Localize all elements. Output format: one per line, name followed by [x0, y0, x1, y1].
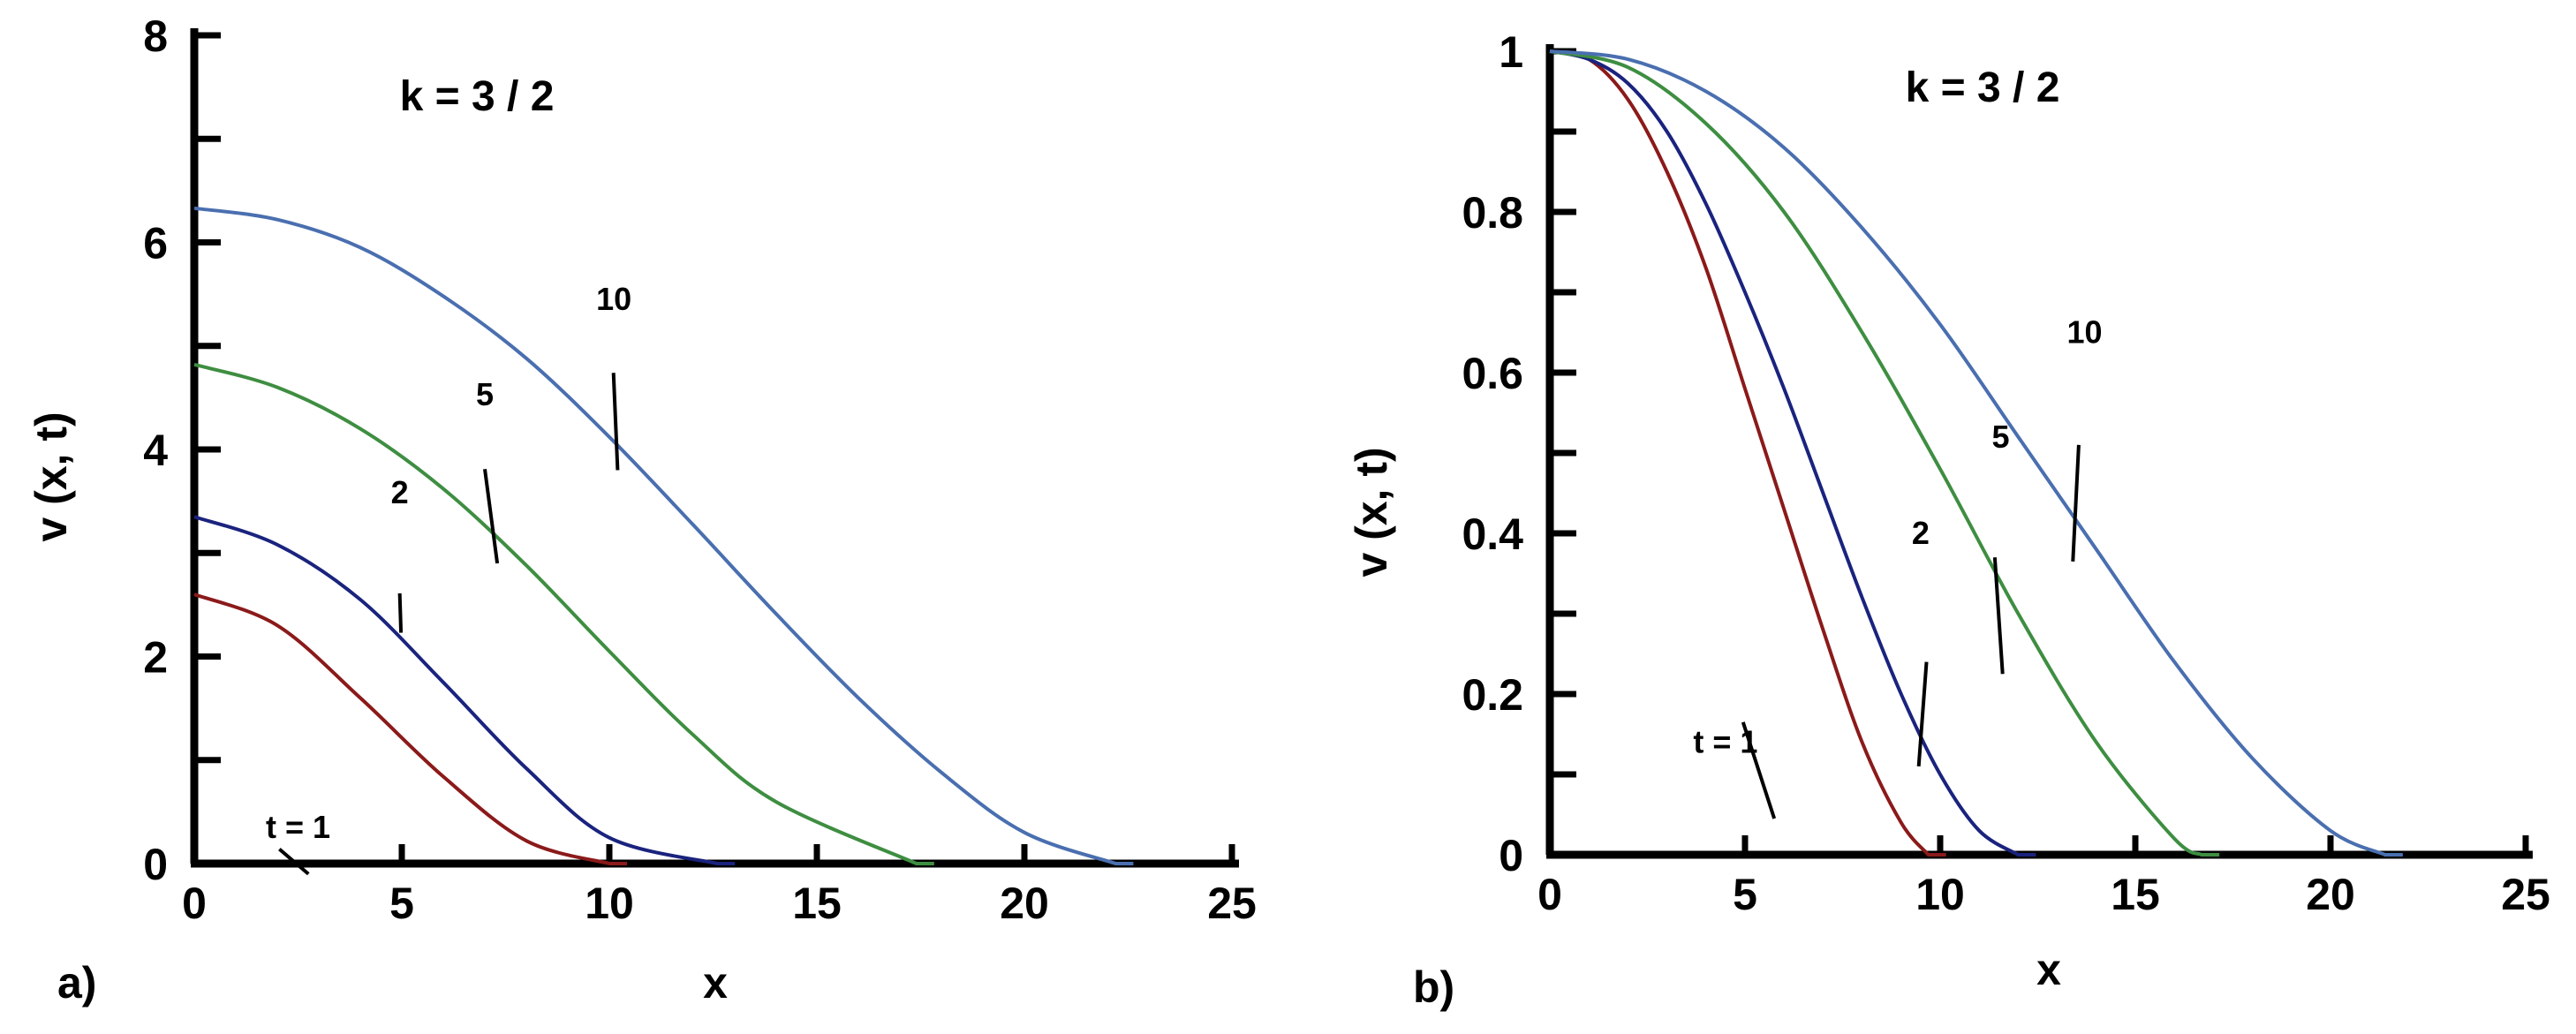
panel-a-series-line [193, 362, 934, 865]
panel-b-y-tick-label: 0.6 [1462, 349, 1523, 398]
panel-a-chart: k = 3 / 2 x v (x, t) a) 0 5 10 15 20 2502468t… [26, 11, 1257, 1008]
panel-b-x-tick-label: 20 [2306, 870, 2355, 919]
panel-a-series-line [193, 206, 1134, 865]
panel-a-label: a) [57, 958, 96, 1008]
panel-b-y-axis-title: v (x, t) [1347, 447, 1396, 577]
panel-b-label-leader [1992, 557, 2005, 675]
panel-b-curve-label: t = 1 [1693, 724, 1757, 760]
panel-b-y-tick-label: 0.2 [1462, 670, 1523, 720]
panel-a-x-tick-label: 5 [389, 879, 414, 928]
panel-a-curve-label: 5 [476, 376, 494, 412]
panel-b-annotation: k = 3 / 2 [1906, 64, 2060, 111]
panel-b-y-tick-label: 1 [1499, 27, 1523, 77]
panel-a-x-tick-label: 25 [1207, 879, 1257, 928]
panel-a-y-tick-label: 2 [143, 633, 168, 683]
panel-b-y-tick-label: 0 [1499, 831, 1523, 880]
panel-b-x-tick-label: 0 [1537, 870, 1562, 919]
panel-a-y-tick-label: 4 [143, 426, 168, 475]
panel-b-x-tick-label: 5 [1733, 870, 1757, 919]
panel-a-label-leader [397, 592, 404, 633]
panel-a-series-line [193, 515, 736, 865]
panel-b-x-tick-label: 15 [2111, 870, 2160, 919]
panel-b-curve-label: 5 [1991, 419, 2009, 455]
panel-b-x-tick-label: 25 [2501, 870, 2550, 919]
panel-a-x-tick-label: 10 [585, 879, 634, 928]
panel-b-x-axis-title: x [2036, 945, 2061, 994]
panel-a-label-leader [278, 848, 310, 876]
panel-b-series-line [1549, 49, 2403, 857]
panel-a-curve-label: 2 [391, 474, 409, 510]
panel-a-y-tick-label: 8 [143, 11, 168, 61]
panel-b-label-leader [2071, 444, 2081, 562]
panel-b-series-line [1549, 49, 1946, 857]
panel-a-curve-label: t = 1 [266, 809, 330, 845]
panel-b-y-tick-label: 0.4 [1462, 509, 1523, 559]
panel-a-x-axis-title: x [703, 958, 728, 1008]
panel-b-curve-label: 2 [1912, 515, 1930, 551]
panel-b-label: b) [1413, 962, 1454, 1012]
panel-a-annotation: k = 3 / 2 [400, 73, 555, 120]
panel-a-x-tick-label: 15 [792, 879, 842, 928]
panel-b-x-tick-label: 10 [1915, 870, 1965, 919]
panel-a-y-tick-label: 6 [143, 219, 168, 268]
panel-b-label-leader [1741, 721, 1777, 819]
panel-b-series-line [1549, 49, 2036, 857]
panel-b-series-line [1549, 49, 2220, 857]
panel-b-label-leader [1916, 661, 1929, 767]
panel-a-y-axis-title: v (x, t) [26, 411, 76, 541]
panel-a-x-tick-label: 0 [182, 879, 207, 928]
panel-b-y-tick-label: 0.8 [1462, 188, 1523, 238]
panel-a-series-line [193, 592, 627, 865]
panel-a-y-tick-label: 0 [143, 840, 168, 889]
panel-a-x-tick-label: 20 [1000, 879, 1049, 928]
panel-a-label-leader [611, 373, 620, 471]
panel-b-curve-label: 10 [2067, 314, 2103, 351]
panel-b-chart: k = 3 / 2 x v (x, t) b) 0 5 10 15 20 2500.20.… [1347, 27, 2550, 1012]
panel-a-label-leader [483, 469, 500, 564]
panel-a-curve-label: 10 [596, 281, 631, 317]
